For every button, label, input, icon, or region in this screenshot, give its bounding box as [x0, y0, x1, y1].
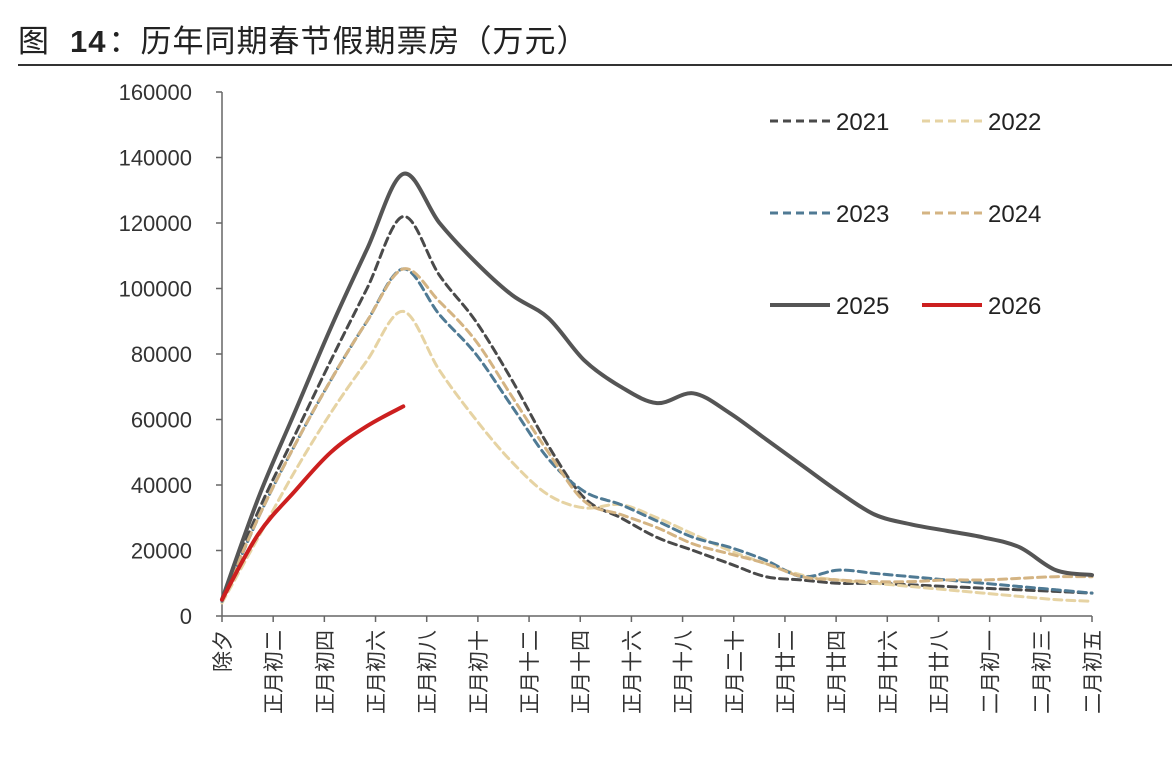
x-tick-label: 正月初四	[313, 630, 337, 714]
x-tick-label: 二月初五	[1081, 630, 1105, 714]
x-tick-label: 正月十六	[620, 630, 644, 714]
x-tick-label: 正月廿六	[876, 630, 900, 714]
series-line-2024	[220, 267, 1094, 602]
x-tick-label: 正月初二	[262, 630, 286, 714]
y-tick-label: 120000	[119, 211, 192, 236]
figure-title: 图 14：历年同期春节假期票房（万元）	[18, 16, 588, 61]
legend-label-2024: 2024	[988, 201, 1041, 228]
title-underline	[18, 64, 1172, 66]
y-tick-label: 100000	[119, 277, 192, 302]
series-line-2026	[220, 404, 406, 602]
x-tick-label: 正月廿四	[825, 630, 849, 714]
x-tick-label: 正月二十	[723, 630, 747, 714]
y-tick-label: 80000	[131, 342, 192, 367]
x-tick-label: 正月十八	[672, 630, 696, 714]
legend-label-2021: 2021	[836, 109, 889, 136]
legend-label-2022: 2022	[988, 109, 1041, 136]
x-tick-label: 除夕	[211, 630, 235, 672]
legend-label-2026: 2026	[988, 293, 1041, 320]
series-line-2022	[220, 309, 1094, 605]
chart-axes: 0 20000 40000 60000 80000 100000 120000 140000 1…	[119, 80, 1105, 714]
y-tick-label: 20000	[131, 539, 192, 564]
x-tick-label: 二月初三	[1030, 630, 1054, 714]
figure-title-text: ：历年同期春节假期票房（万元）	[108, 24, 589, 60]
figure-title-prefix: 图	[18, 24, 50, 60]
x-tick-label: 正月初十	[467, 630, 491, 714]
x-tick-label: 正月初六	[365, 630, 389, 714]
legend-label-2023: 2023	[836, 201, 889, 228]
y-tick-label: 60000	[131, 408, 192, 433]
y-tick-label: 40000	[131, 473, 192, 498]
legend-label-2025: 2025	[836, 293, 889, 320]
x-tick-label: 正月廿二	[774, 630, 798, 714]
series-line-2025	[220, 171, 1094, 602]
x-tick-label: 正月十四	[569, 630, 593, 714]
chart-legend: 2021 2022 2023 2024 2025 2026	[770, 109, 1041, 320]
figure-title-number: 14	[70, 24, 107, 59]
y-tick-label: 140000	[119, 146, 192, 171]
x-tick-label: 正月十二	[518, 630, 542, 714]
y-tick-label: 160000	[119, 80, 192, 105]
y-tick-label: 0	[180, 604, 192, 629]
series-layer	[220, 171, 1094, 605]
x-tick-label: 正月廿八	[927, 630, 951, 714]
x-tick-label: 二月初一	[979, 630, 1003, 714]
series-line-2021	[220, 215, 1094, 602]
x-tick-label: 正月初八	[416, 630, 440, 714]
